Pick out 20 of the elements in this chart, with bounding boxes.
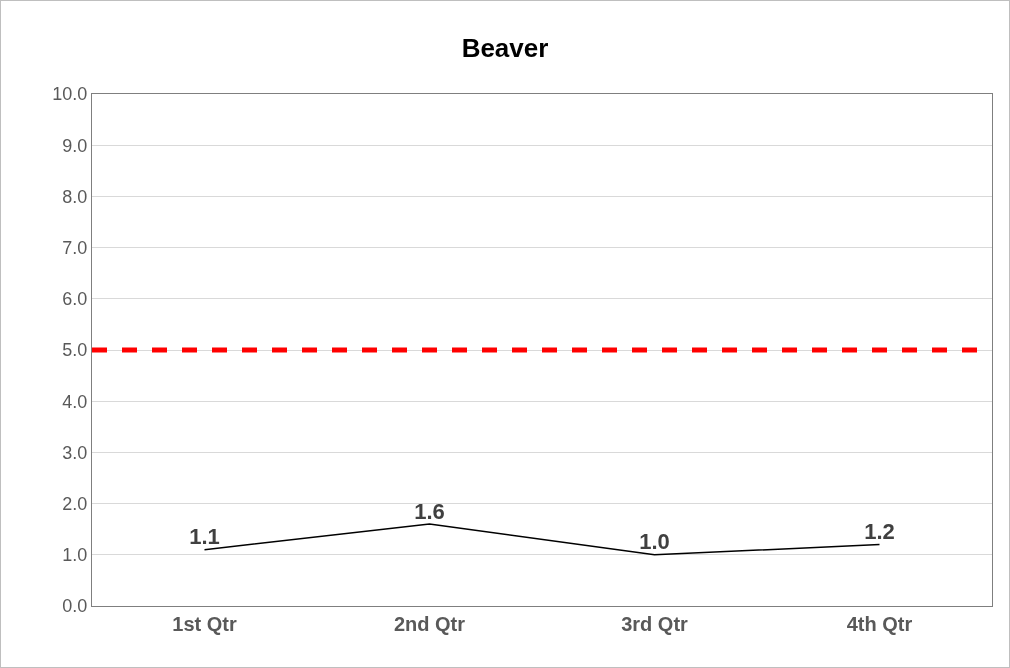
data-label: 1.6	[414, 498, 445, 524]
data-label: 1.1	[189, 524, 220, 550]
x-tick-label: 2nd Qtr	[393, 613, 466, 635]
data-label: 1.0	[639, 529, 670, 555]
y-tick-label: 6.0	[62, 289, 88, 310]
y-tick-label: 4.0	[62, 391, 88, 412]
y-tick-label: 2.0	[62, 493, 88, 514]
y-tick-label: 3.0	[62, 442, 88, 463]
x-tick-label: 1st Qtr	[172, 613, 237, 635]
y-tick-label: 0.0	[62, 596, 88, 617]
x-tick-label: 3rd Qtr	[621, 613, 689, 635]
y-tick-label: 1.0	[62, 545, 88, 566]
y-tick-label: 7.0	[62, 237, 88, 258]
y-tick-label: 9.0	[62, 135, 88, 156]
y-tick-label: 10.0	[52, 84, 88, 105]
data-label: 1.2	[864, 519, 895, 545]
chart-title: Beaver	[461, 32, 549, 63]
y-tick-label: 5.0	[62, 340, 88, 361]
x-tick-label: 4th Qtr	[846, 613, 913, 635]
y-tick-label: 8.0	[62, 186, 88, 207]
